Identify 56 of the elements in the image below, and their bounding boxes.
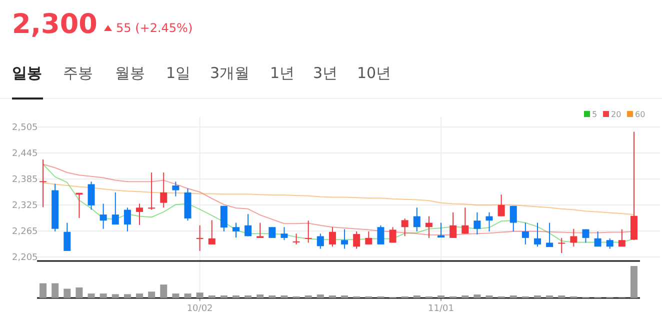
bar: [256, 294, 264, 298]
bar: [534, 295, 541, 298]
y-tick-label: 2,385: [12, 175, 38, 185]
x-tick-label: 11/01: [428, 304, 454, 314]
chart-title: 2,300: [12, 9, 98, 40]
text: 3년: [313, 64, 338, 82]
bar: [52, 283, 59, 298]
text: 1일: [166, 64, 191, 82]
text: 1년: [270, 64, 295, 82]
y-tick-label: 2,445: [12, 149, 38, 159]
bar: [546, 295, 554, 298]
bar: [280, 295, 288, 298]
bar: [100, 294, 107, 298]
y-tick-label: 2,205: [12, 253, 38, 263]
bar: [196, 292, 204, 298]
y-tick-label: 2,325: [12, 201, 38, 211]
bar: [474, 294, 481, 298]
bar: [160, 284, 168, 298]
bar: [88, 294, 95, 298]
y-tick-label: 2,505: [12, 123, 38, 133]
bar: [148, 292, 156, 298]
legend-label: 20: [611, 110, 622, 119]
bar: [486, 295, 493, 298]
bar: [341, 295, 348, 298]
bar: [220, 295, 228, 298]
bar: [184, 294, 192, 298]
bar: [316, 294, 324, 298]
chart-subtitle: 55 (+2.45%): [116, 21, 193, 35]
bar: [438, 295, 445, 298]
bar: [413, 295, 420, 298]
bar: [268, 295, 276, 298]
legend-label: 60: [635, 110, 646, 119]
text: 월봉: [115, 64, 145, 82]
bar: [76, 287, 83, 298]
text: 주봉: [63, 64, 93, 82]
bar: [244, 295, 252, 298]
legend-label: 5: [592, 110, 598, 119]
bar: [558, 295, 566, 298]
bar: [462, 295, 469, 298]
x-tick-label: 10/02: [186, 304, 213, 314]
bar: [232, 295, 240, 298]
bar: [208, 295, 216, 298]
bar: [304, 295, 312, 298]
text: 일봉: [12, 64, 42, 82]
bar: [64, 288, 71, 298]
bar: [328, 295, 336, 298]
bar: [510, 295, 517, 298]
bar: [40, 283, 47, 298]
text: 3개월: [210, 64, 250, 82]
y-tick-label: 2,265: [12, 227, 38, 237]
text: 10년: [357, 64, 392, 82]
bar: [172, 294, 180, 298]
bar: [630, 266, 638, 298]
bar: [136, 294, 144, 298]
bar: [124, 294, 131, 298]
bar: [112, 294, 119, 298]
